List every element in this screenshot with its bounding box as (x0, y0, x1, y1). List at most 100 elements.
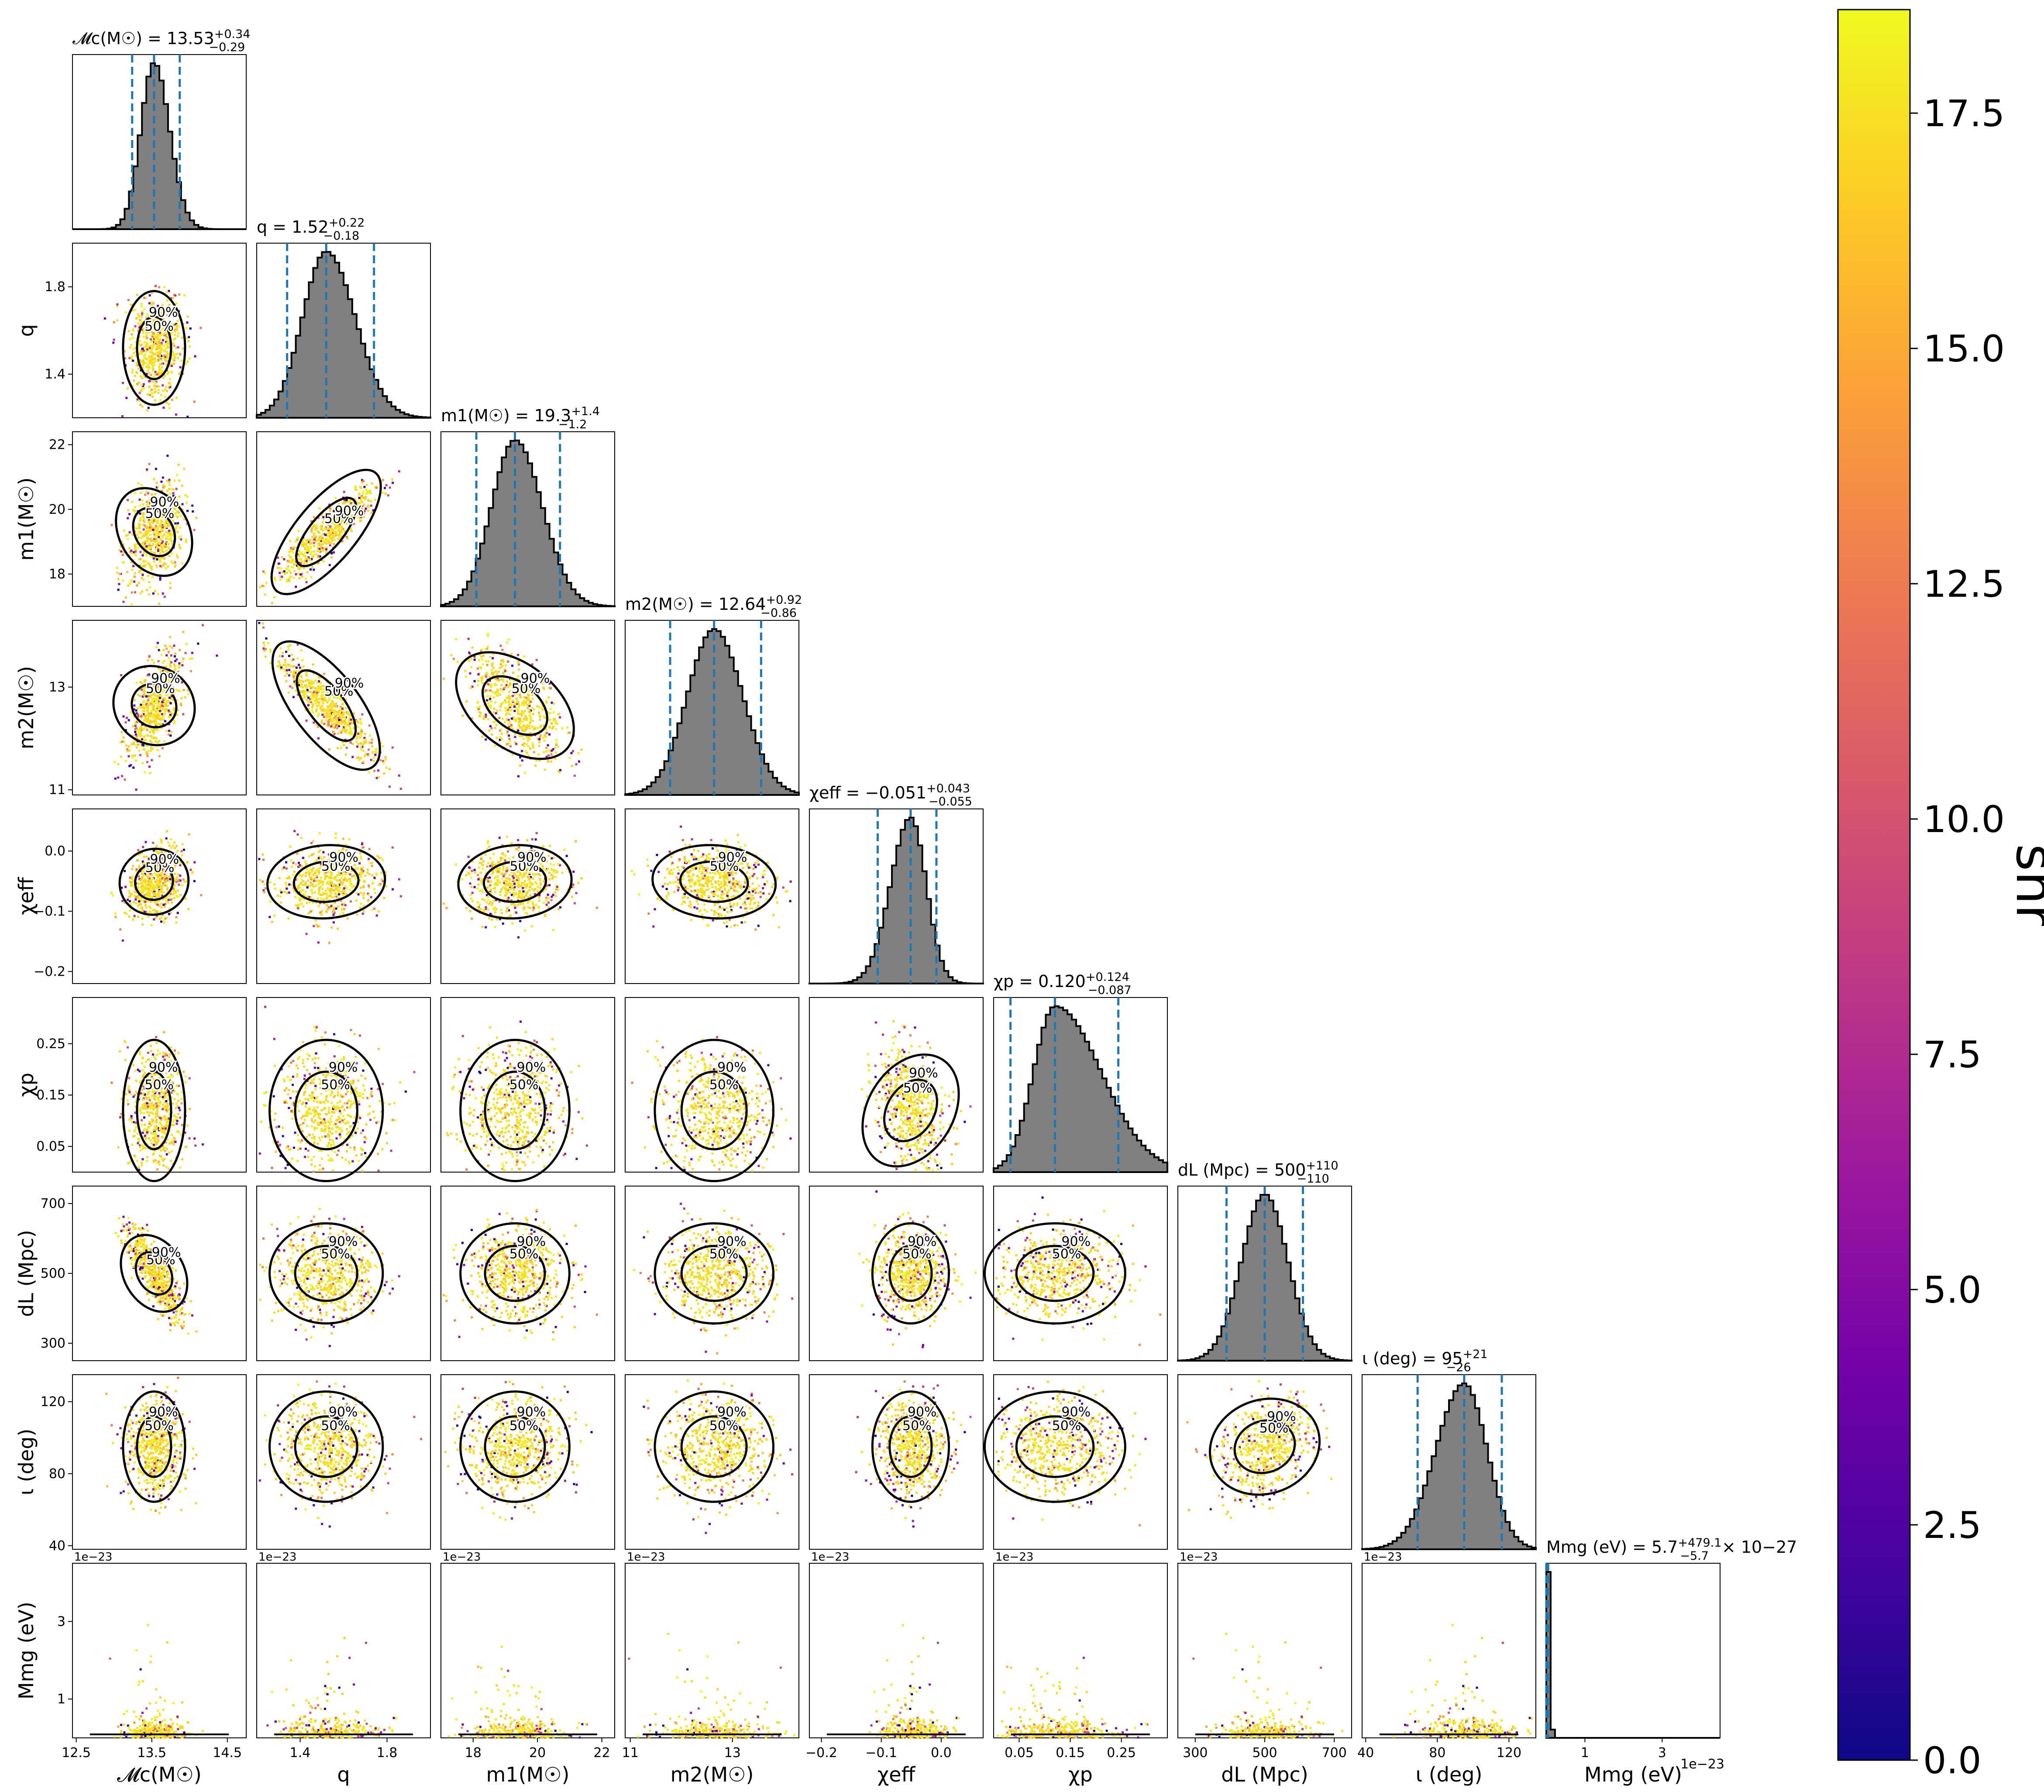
scatter-point (165, 531, 167, 533)
scatter-point (158, 715, 160, 717)
scatter-point (184, 696, 186, 698)
scatter-point (127, 750, 129, 752)
scatter-point (141, 710, 144, 712)
scatter-point (164, 720, 166, 722)
scatter-point (322, 533, 324, 536)
scatter-point (142, 542, 145, 544)
scatter-point (191, 657, 193, 660)
scatter-point (179, 690, 181, 692)
scatter-point (157, 534, 159, 536)
scatter-point (516, 697, 518, 699)
scatter-point (479, 666, 482, 668)
scatter-point (530, 701, 532, 703)
scatter-point (328, 748, 330, 750)
scatter-point (163, 354, 165, 357)
scatter-point (151, 759, 153, 761)
scatter-point (162, 547, 164, 549)
scatter-point (142, 748, 145, 750)
scatter-point (511, 709, 513, 711)
scatter-point (145, 358, 148, 360)
scatter-point (165, 347, 167, 350)
scatter-point (139, 404, 141, 406)
scatter-point (303, 554, 306, 557)
scatter-point (155, 916, 157, 918)
scatter-point (540, 734, 542, 736)
scatter-point (301, 576, 303, 578)
scatter-point (499, 667, 501, 669)
scatter-point (357, 743, 359, 745)
scatter-point (554, 747, 556, 749)
scatter-point (317, 547, 319, 549)
scatter-point (167, 565, 169, 568)
scatter-point (165, 837, 168, 839)
scatter-point (536, 659, 538, 661)
scatter-point (165, 385, 167, 388)
scatter-point (312, 705, 314, 707)
scatter-point (139, 558, 141, 560)
scatter-point (165, 900, 168, 902)
scatter-point (138, 316, 140, 318)
scatter-point (139, 350, 141, 352)
contour-label: 90% (151, 671, 180, 686)
scatter-point (368, 754, 370, 757)
scatter-point (527, 737, 529, 739)
scatter-point (321, 714, 323, 716)
scatter-point (517, 729, 519, 732)
scatter-point (453, 658, 455, 660)
scatter-point (344, 499, 346, 502)
scatter-point (557, 713, 559, 715)
scatter-point (171, 553, 173, 555)
scatter-point (285, 680, 287, 682)
scatter-point (181, 854, 183, 856)
scatter-point (118, 583, 120, 585)
scatter-point (131, 743, 133, 745)
scatter-panel-mc-vs-m2: 50%90%1113m2(M☉) (14, 620, 246, 798)
scatter-point (287, 565, 289, 568)
scatter-point (141, 310, 143, 313)
scatter-point (149, 526, 151, 529)
scatter-point (492, 657, 494, 659)
scatter-point (362, 750, 365, 752)
scatter-point (174, 565, 176, 568)
scatter-point (138, 322, 140, 324)
scatter-point (482, 682, 484, 684)
scatter-point (508, 743, 510, 745)
scatter-point (299, 568, 301, 570)
scatter-point (176, 474, 178, 476)
scatter-point (176, 554, 178, 556)
scatter-point (159, 553, 161, 555)
scatter-point (168, 530, 170, 532)
scatter-point (290, 671, 292, 673)
scatter-point (283, 570, 286, 572)
scatter-point (300, 558, 302, 560)
scatter-point (528, 703, 530, 705)
scatter-point (269, 650, 272, 653)
scatter-point (160, 723, 162, 725)
scatter-point (280, 568, 282, 570)
scatter-point (298, 664, 300, 666)
scatter-point (554, 758, 557, 760)
scatter-point (181, 337, 183, 339)
scatter-point (304, 548, 306, 550)
scatter-point (344, 726, 347, 728)
scatter-point (486, 699, 488, 702)
scatter-point (335, 702, 337, 705)
scatter-point (147, 360, 149, 362)
scatter-point (264, 593, 266, 595)
scatter-point (306, 541, 308, 543)
scatter-point (552, 748, 554, 750)
scatter-point (339, 533, 341, 535)
scatter-point (193, 401, 196, 403)
scatter-point (303, 545, 305, 547)
scatter-point (310, 547, 312, 549)
scatter-point (265, 656, 267, 658)
scatter-point (343, 491, 345, 493)
scatter-point (126, 748, 128, 750)
scatter-point (321, 521, 323, 523)
scatter-point (183, 689, 185, 691)
scatter-point (131, 501, 133, 503)
scatter-point (389, 786, 391, 788)
scatter-point (306, 571, 309, 574)
scatter-point (166, 830, 168, 832)
scatter-point (166, 356, 169, 358)
